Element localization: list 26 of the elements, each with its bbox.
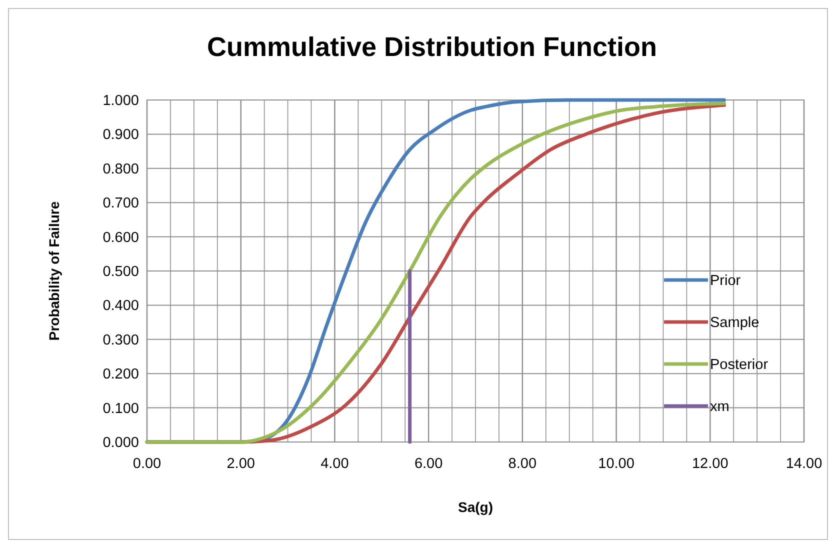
x-tick-label: 4.00: [320, 456, 349, 472]
y-tick-label: 0.800: [102, 161, 139, 178]
y-tick-label: 0.400: [102, 298, 139, 314]
y-tick-label: 0.300: [102, 332, 139, 348]
legend-label: Sample: [710, 315, 760, 331]
y-tick-label: 0.200: [102, 366, 139, 383]
y-tick-label: 0.500: [102, 264, 139, 280]
y-axis-title: Probability of Failure: [46, 201, 62, 341]
x-axis-title: Sa(g): [458, 499, 493, 515]
x-tick-label: 6.00: [414, 456, 443, 472]
legend-label: Prior: [710, 273, 741, 289]
x-tick-label: 14.00: [786, 456, 822, 472]
x-tick-label: 8.00: [508, 456, 537, 472]
y-tick-label: 1.000: [102, 93, 139, 109]
legend-label: xm: [710, 399, 730, 415]
y-tick-label: 0.100: [102, 400, 139, 417]
y-tick-label: 0.700: [102, 196, 139, 212]
x-tick-label: 10.00: [598, 456, 634, 472]
y-tick-label: 0.900: [102, 127, 139, 144]
legend-label: Posterior: [710, 357, 768, 373]
x-tick-label: 0.00: [132, 456, 162, 472]
y-tick-label: 0.000: [102, 435, 139, 451]
chart-title: Cummulative Distribution Function: [207, 32, 657, 62]
x-tick-label: 2.00: [226, 456, 255, 472]
x-tick-label: 12.00: [692, 456, 728, 472]
y-tick-label: 0.600: [102, 230, 139, 246]
